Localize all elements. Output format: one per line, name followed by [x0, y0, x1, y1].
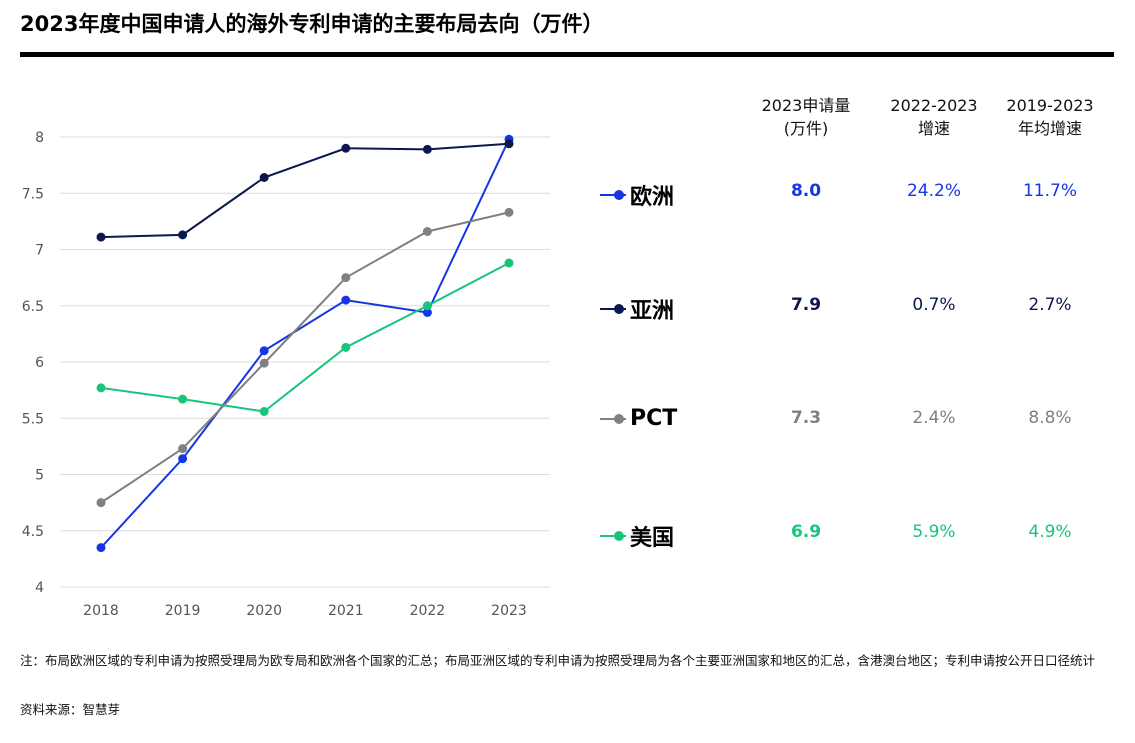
data-point — [341, 295, 351, 305]
volume-cell: 7.3 — [790, 408, 822, 428]
x-tick-label: 2023 — [491, 603, 527, 619]
legend-item: 欧洲 — [600, 179, 674, 211]
growth-cell: 0.7% — [912, 295, 956, 315]
legend-label: PCT — [630, 406, 678, 431]
legend-item: PCT — [600, 406, 677, 431]
volume-cell: 6.9 — [790, 522, 822, 542]
legend-marker-icon — [600, 413, 626, 424]
data-point — [96, 543, 106, 553]
x-tick-label: 2021 — [328, 603, 364, 619]
data-point — [259, 358, 269, 368]
legend-marker-icon — [600, 304, 626, 314]
x-tick-label: 2022 — [410, 603, 446, 619]
cagr-cell: 2.7% — [1028, 295, 1072, 315]
header-line: 增速 — [917, 119, 950, 138]
series-line — [100, 262, 510, 413]
source: 资料来源：智慧芽 — [20, 702, 121, 717]
legend-label: 美国 — [630, 526, 675, 551]
data-point — [259, 407, 269, 416]
line-chart: 4 4.5 5 5.5 6 6.5 7 7.5 8 2018 2019 2020 2021 2022 202… — [22, 130, 550, 619]
legend-label: 亚洲 — [630, 299, 675, 324]
header-line: 2022-2023 — [890, 96, 978, 115]
growth-cell: 5.9% — [912, 522, 956, 542]
series-line — [100, 138, 510, 549]
y-tick-label: 5.5 — [22, 411, 44, 427]
volume-cell: 7.9 — [790, 295, 822, 315]
data-point — [341, 342, 351, 352]
data-point — [504, 139, 514, 149]
data-point — [422, 227, 432, 236]
data-point — [178, 454, 188, 464]
data-point — [504, 207, 514, 217]
header-line: 2023申请量 — [761, 96, 851, 115]
title-rule — [20, 52, 1114, 57]
cagr-cell: 8.8% — [1028, 408, 1072, 428]
x-tick-label: 2019 — [165, 603, 201, 619]
data-point — [504, 258, 514, 268]
legend-label: 欧洲 — [630, 185, 675, 210]
data-point — [96, 383, 106, 393]
page-title: 2023年度中国申请人的海外专利申请的主要布局去向（万件） — [20, 12, 604, 36]
data-point — [341, 273, 351, 283]
data-point — [178, 230, 188, 240]
data-point — [341, 143, 351, 153]
legend-marker-icon — [600, 190, 626, 200]
x-tick-label: 2018 — [83, 603, 119, 619]
data-point — [259, 346, 269, 356]
data-point — [422, 301, 432, 311]
growth-cell: 24.2% — [906, 181, 961, 201]
legend-item: 美国 — [600, 520, 674, 552]
legend-item: 亚洲 — [600, 293, 674, 325]
data-point — [422, 308, 432, 317]
x-tick-label: 2020 — [246, 603, 282, 619]
header-line: 2019-2023 — [1006, 96, 1094, 115]
y-tick-label: 7.5 — [22, 186, 44, 202]
y-tick-label: 7 — [35, 243, 44, 259]
cagr-cell: 11.7% — [1022, 181, 1077, 201]
data-point — [96, 232, 106, 242]
footnote: 注：布局欧洲区域的专利申请为按照受理局为欧专局和欧洲各个国家的汇总；布局亚洲区域… — [20, 653, 1096, 668]
data-point — [96, 498, 106, 508]
header-growth: 2022-2023 增速 — [874, 94, 994, 140]
header-volume: 2023申请量 (万件) — [746, 94, 866, 140]
data-point — [422, 144, 432, 154]
y-tick-label: 4 — [35, 580, 44, 596]
header-line: (万件) — [783, 119, 829, 138]
y-tick-label: 5 — [35, 468, 44, 484]
series-line — [100, 211, 510, 504]
header-line: 年均增速 — [1017, 119, 1082, 138]
table-row: 欧洲 8.0 24.2% 11.7% — [600, 179, 1120, 211]
y-tick-label: 6.5 — [22, 299, 44, 315]
table-row: PCT 7.3 2.4% 8.8% — [600, 406, 1120, 436]
volume-cell: 8.0 — [790, 181, 822, 201]
table-row: 亚洲 7.9 0.7% 2.7% — [600, 293, 1120, 325]
y-tick-label: 8 — [35, 130, 44, 146]
data-point — [259, 173, 269, 182]
y-tick-label: 4.5 — [22, 524, 44, 540]
series-line — [100, 142, 510, 239]
header-cagr: 2019-2023 年均增速 — [990, 94, 1110, 140]
growth-cell: 2.4% — [912, 408, 956, 428]
data-point — [178, 444, 188, 454]
y-tick-label: 6 — [35, 355, 44, 371]
table-row: 美国 6.9 5.9% 4.9% — [600, 520, 1120, 552]
data-point — [178, 394, 188, 404]
legend-marker-icon — [600, 531, 626, 541]
cagr-cell: 4.9% — [1028, 522, 1072, 542]
